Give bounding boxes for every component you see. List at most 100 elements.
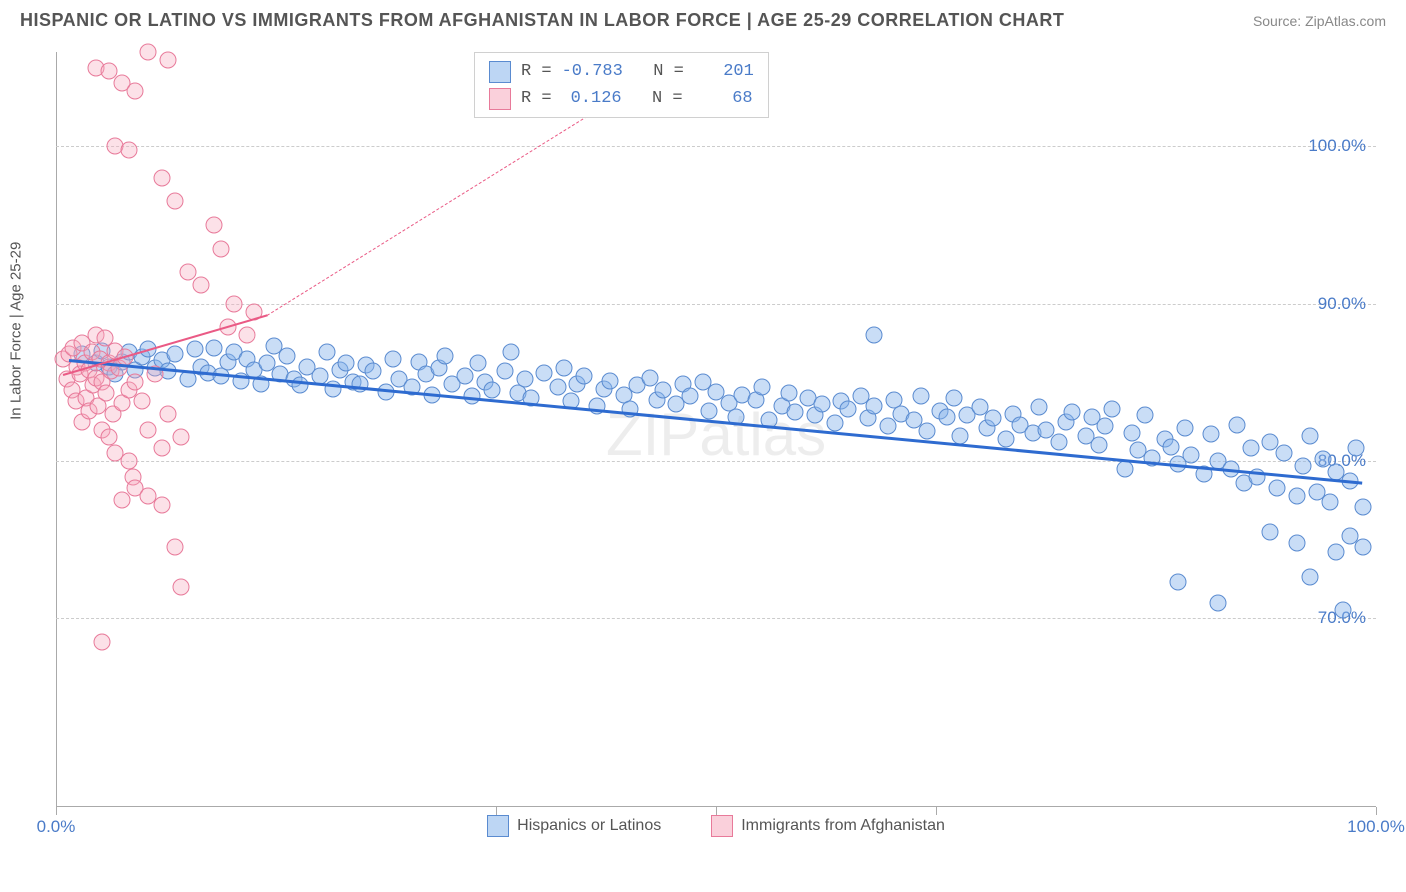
stats-R-label: R = <box>521 85 552 112</box>
scatter-point-blue <box>351 375 368 392</box>
gridline-h <box>56 618 1376 619</box>
scatter-point-pink <box>140 421 157 438</box>
x-tick-mark <box>56 807 57 815</box>
pink-swatch-icon <box>489 88 511 110</box>
y-tick-label: 90.0% <box>1318 294 1366 314</box>
stats-N-value: 68 <box>693 85 753 112</box>
stats-R-label: R = <box>521 58 552 85</box>
scatter-point-blue <box>516 371 533 388</box>
scatter-point-blue <box>1288 487 1305 504</box>
scatter-point-blue <box>318 344 335 361</box>
scatter-point-blue <box>1321 493 1338 510</box>
scatter-point-pink <box>120 141 137 158</box>
scatter-point-blue <box>1163 438 1180 455</box>
scatter-point-blue <box>457 368 474 385</box>
stats-N-value: 201 <box>694 58 754 85</box>
scatter-point-blue <box>1031 399 1048 416</box>
scatter-point-blue <box>1123 424 1140 441</box>
scatter-point-blue <box>1209 594 1226 611</box>
scatter-point-pink <box>193 276 210 293</box>
scatter-point-blue <box>1097 418 1114 435</box>
scatter-point-blue <box>1176 419 1193 436</box>
scatter-point-blue <box>1104 401 1121 418</box>
stats-legend-box: R =-0.783 N =201R = 0.126 N = 68 <box>474 52 769 118</box>
stats-N-label: N = <box>633 58 684 85</box>
y-tick-label: 100.0% <box>1308 136 1366 156</box>
scatter-point-blue <box>1295 457 1312 474</box>
scatter-point-blue <box>1137 407 1154 424</box>
scatter-point-blue <box>945 390 962 407</box>
stats-row: R = 0.126 N = 68 <box>489 85 754 112</box>
scatter-point-blue <box>549 379 566 396</box>
legend-label: Immigrants from Afghanistan <box>741 817 945 835</box>
scatter-point-blue <box>1170 574 1187 591</box>
scatter-point-pink <box>153 497 170 514</box>
scatter-point-blue <box>1275 445 1292 462</box>
scatter-point-pink <box>166 193 183 210</box>
scatter-point-blue <box>840 401 857 418</box>
scatter-point-pink <box>173 429 190 446</box>
scatter-point-blue <box>1354 498 1371 515</box>
scatter-point-blue <box>1203 426 1220 443</box>
scatter-point-blue <box>1354 539 1371 556</box>
legend-item: Hispanics or Latinos <box>487 815 661 837</box>
scatter-point-pink <box>239 327 256 344</box>
scatter-point-blue <box>1262 523 1279 540</box>
scatter-point-blue <box>998 430 1015 447</box>
scatter-point-blue <box>483 382 500 399</box>
x-tick-mark <box>1376 807 1377 815</box>
plot-area: ZIPatlas 70.0%80.0%90.0%100.0%0.0%100.0%… <box>56 52 1376 842</box>
scatter-point-pink <box>213 240 230 257</box>
scatter-point-blue <box>1229 416 1246 433</box>
stats-R-value: -0.783 <box>562 58 623 85</box>
scatter-point-blue <box>166 346 183 363</box>
scatter-point-blue <box>813 396 830 413</box>
scatter-point-blue <box>952 427 969 444</box>
y-axis-label: In Labor Force | Age 25-29 <box>8 242 25 420</box>
scatter-point-pink <box>127 83 144 100</box>
scatter-point-blue <box>1183 446 1200 463</box>
scatter-point-blue <box>576 368 593 385</box>
scatter-point-pink <box>153 169 170 186</box>
scatter-point-blue <box>919 423 936 440</box>
scatter-point-blue <box>655 382 672 399</box>
scatter-point-blue <box>470 355 487 372</box>
scatter-point-blue <box>985 410 1002 427</box>
trendline-blue <box>69 359 1363 484</box>
x-tick-mark <box>716 807 717 815</box>
chart-title: HISPANIC OR LATINO VS IMMIGRANTS FROM AF… <box>20 10 1064 31</box>
scatter-point-pink <box>120 452 137 469</box>
scatter-point-blue <box>1302 569 1319 586</box>
scatter-point-blue <box>939 408 956 425</box>
scatter-point-blue <box>787 404 804 421</box>
scatter-point-blue <box>1117 460 1134 477</box>
scatter-point-blue <box>556 360 573 377</box>
blue-swatch-icon <box>489 61 511 83</box>
scatter-point-blue <box>503 344 520 361</box>
source-label: Source: ZipAtlas.com <box>1253 13 1386 29</box>
stats-R-value: 0.126 <box>562 85 622 112</box>
scatter-point-blue <box>1242 440 1259 457</box>
scatter-point-pink <box>94 633 111 650</box>
scatter-point-pink <box>226 295 243 312</box>
scatter-point-blue <box>1302 427 1319 444</box>
scatter-point-pink <box>166 539 183 556</box>
scatter-point-pink <box>133 393 150 410</box>
scatter-point-pink <box>114 492 131 509</box>
scatter-point-pink <box>153 440 170 457</box>
scatter-point-blue <box>437 347 454 364</box>
scatter-point-blue <box>1051 434 1068 451</box>
scatter-point-blue <box>1288 534 1305 551</box>
gridline-h <box>56 146 1376 147</box>
bottom-legend: Hispanics or Latinos Immigrants from Afgh… <box>56 815 1376 837</box>
stats-N-label: N = <box>632 85 683 112</box>
scatter-point-pink <box>100 429 117 446</box>
scatter-point-blue <box>384 350 401 367</box>
legend-item: Immigrants from Afghanistan <box>711 815 945 837</box>
scatter-point-pink <box>127 374 144 391</box>
scatter-point-blue <box>206 339 223 356</box>
scatter-point-pink <box>98 385 115 402</box>
scatter-point-blue <box>912 388 929 405</box>
scatter-point-blue <box>681 388 698 405</box>
scatter-point-blue <box>701 402 718 419</box>
